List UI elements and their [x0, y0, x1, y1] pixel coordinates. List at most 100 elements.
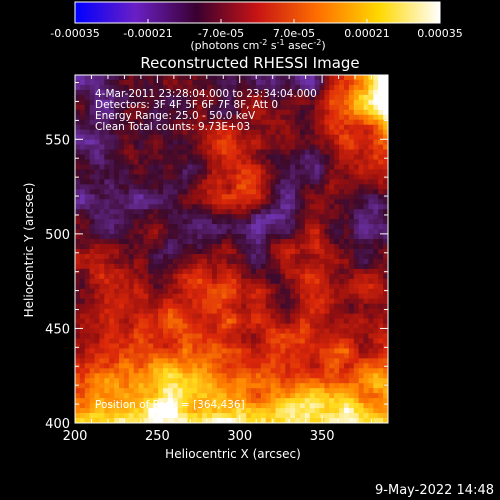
heatmap-cell [339, 263, 345, 270]
heatmap-cell [285, 383, 291, 389]
heatmap-cell [133, 328, 139, 334]
heatmap-cell [260, 358, 267, 364]
heatmap-cell [192, 164, 198, 170]
heatmap-cell [187, 194, 193, 200]
heatmap-cell [339, 338, 345, 344]
heatmap-cell [329, 149, 335, 155]
heatmap-cell [378, 318, 384, 324]
heatmap-cell [241, 114, 247, 121]
heatmap-cell [368, 373, 374, 379]
heatmap-cell [329, 154, 335, 160]
heatmap-cell [285, 323, 291, 329]
heatmap-cell [158, 79, 164, 86]
heatmap-cell [383, 318, 388, 324]
heatmap-cell [275, 308, 281, 315]
heatmap-cell [138, 154, 144, 160]
heatmap-cell [148, 124, 154, 131]
heatmap-cell [167, 258, 174, 265]
heatmap-cell [119, 313, 125, 319]
heatmap-cell [329, 403, 335, 409]
heatmap-cell [163, 368, 169, 374]
heatmap-cell [314, 184, 320, 190]
heatmap-cell [236, 249, 242, 255]
heatmap-cell [275, 144, 281, 150]
heatmap-cell [348, 89, 355, 96]
heatmap-cell [143, 84, 149, 91]
heatmap-cell [265, 258, 272, 265]
heatmap-cell [290, 398, 296, 404]
heatmap-cell [255, 303, 262, 310]
heatmap-cell [348, 129, 355, 136]
heatmap-cell [236, 159, 242, 165]
heatmap-cell [143, 129, 149, 136]
heatmap-cell [265, 368, 272, 374]
heatmap-cell [138, 303, 144, 310]
heatmap-cell [79, 323, 86, 329]
heatmap-cell [94, 104, 100, 111]
heatmap-cell [255, 94, 262, 101]
heatmap-cell [241, 119, 247, 126]
heatmap-cell [84, 209, 91, 215]
heatmap-cell [339, 318, 345, 324]
heatmap-cell [158, 393, 164, 399]
heatmap-cell [211, 393, 218, 399]
heatmap-cell [319, 348, 325, 354]
heatmap-cell [358, 328, 364, 334]
heatmap-cell [270, 418, 276, 423]
heatmap-cell [270, 244, 276, 250]
heatmap-cell [363, 278, 369, 285]
heatmap-cell [265, 134, 272, 141]
heatmap-cell [128, 234, 135, 240]
heatmap-cell [197, 84, 203, 91]
heatmap-cell [334, 199, 340, 205]
heatmap-cell [216, 244, 223, 250]
heatmap-cell [99, 94, 105, 101]
heatmap-cell [187, 388, 193, 394]
heatmap-cell [182, 263, 188, 270]
heatmap-cell [275, 204, 281, 210]
heatmap-cell [114, 219, 120, 225]
heatmap-cell [275, 288, 281, 295]
heatmap-cell [295, 338, 301, 344]
heatmap-cell [309, 383, 316, 389]
heatmap-cell [329, 283, 335, 290]
heatmap-cell [221, 398, 228, 404]
heatmap-cell [319, 229, 325, 235]
heatmap-cell [197, 318, 203, 324]
heatmap-cell [187, 94, 193, 101]
heatmap-cell [119, 194, 125, 200]
heatmap-cell [275, 403, 281, 409]
heatmap-cell [148, 343, 154, 349]
heatmap-cell [339, 368, 345, 374]
heatmap-cell [329, 119, 335, 126]
heatmap-cell [304, 159, 311, 165]
heatmap-cell [241, 418, 247, 423]
heatmap-cell [358, 234, 364, 240]
heatmap-cell [211, 134, 218, 141]
heatmap-cell [167, 109, 174, 116]
heatmap-cell [334, 393, 340, 399]
heatmap-cell [241, 413, 247, 419]
heatmap-cell [182, 273, 188, 280]
heatmap-cell [368, 353, 374, 359]
heatmap-cell [236, 99, 242, 106]
heatmap-cell [295, 199, 301, 205]
heatmap-cell [304, 239, 311, 245]
heatmap-cell [153, 323, 159, 329]
heatmap-cell [358, 154, 364, 160]
heatmap-cell [202, 219, 208, 225]
heatmap-cell [314, 164, 320, 170]
heatmap-cell [114, 278, 120, 285]
heatmap-cell [255, 393, 262, 399]
heatmap-cell [348, 283, 355, 290]
heatmap-cell [353, 204, 360, 210]
heatmap-cell [133, 194, 139, 200]
heatmap-cell [109, 373, 115, 379]
heatmap-cell [368, 204, 374, 210]
heatmap-cell [207, 288, 213, 295]
heatmap-cell [207, 263, 213, 270]
heatmap-cell [167, 328, 174, 334]
heatmap-cell [251, 373, 257, 379]
heatmap-cell [75, 368, 81, 374]
heatmap-cell [343, 104, 350, 111]
